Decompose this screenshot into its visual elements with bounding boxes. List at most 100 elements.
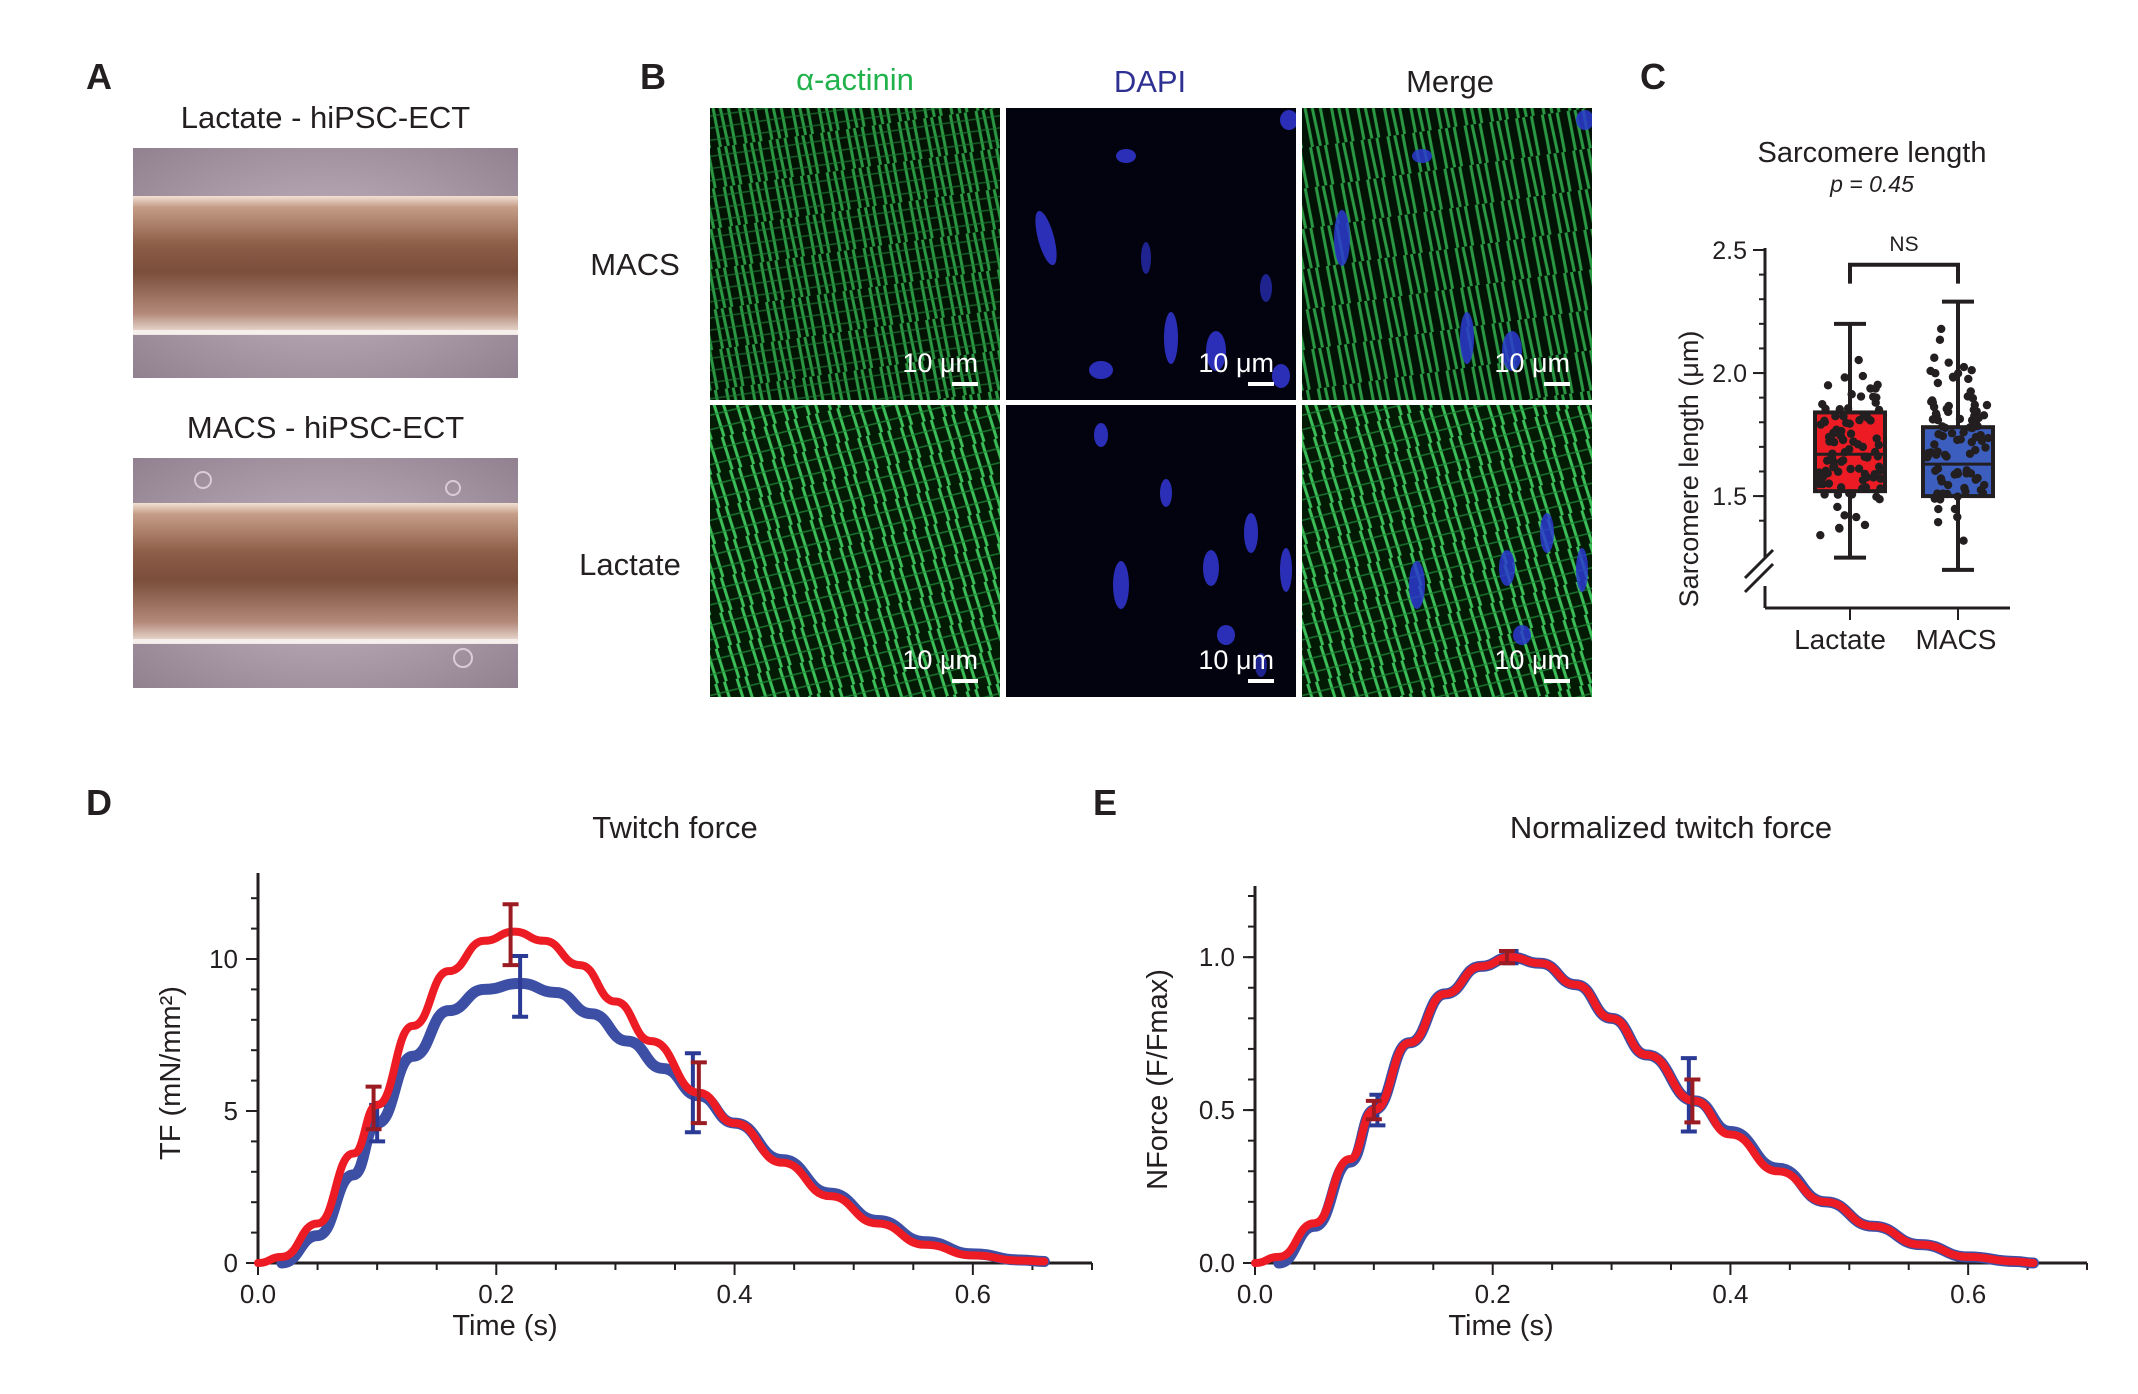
- data-point: [1936, 324, 1946, 334]
- scale-bar: 10 μm: [1198, 645, 1274, 683]
- x-tick-label: Lactate: [1794, 624, 1886, 655]
- data-point: [1835, 524, 1844, 533]
- chart-title: Twitch force: [592, 810, 757, 845]
- data-point: [1833, 490, 1843, 499]
- y-tick-label: 0.5: [1199, 1095, 1235, 1125]
- significance-label: NS: [1889, 233, 1918, 256]
- data-point: [1840, 373, 1849, 382]
- x-tick-label: 0.2: [1475, 1279, 1511, 1309]
- data-point: [1840, 447, 1850, 457]
- data-point: [1953, 492, 1962, 501]
- x-tick-label: 0.0: [1237, 1279, 1273, 1309]
- data-point: [1964, 374, 1973, 384]
- scale-bar: 10 μm: [1494, 645, 1570, 683]
- x-tick-label: 0.2: [478, 1279, 514, 1309]
- y-tick-label: 1.0: [1199, 942, 1235, 972]
- data-point: [1942, 404, 1951, 413]
- image-caption-lactate: Lactate - hiPSC-ECT: [180, 100, 471, 135]
- data-point: [1931, 466, 1940, 475]
- series-line-1: [1251, 953, 2038, 1267]
- data-point: [1854, 355, 1863, 365]
- data-point: [1982, 400, 1992, 410]
- data-point: [1978, 488, 1988, 498]
- data-point: [1967, 366, 1976, 375]
- data-point: [1930, 440, 1939, 449]
- data-point: [1833, 467, 1843, 476]
- data-point: [1861, 483, 1871, 492]
- data-point: [1959, 362, 1969, 372]
- data-point: [1930, 353, 1939, 362]
- data-point: [1971, 445, 1980, 455]
- x-tick-label: 0.4: [716, 1279, 752, 1309]
- data-point: [1823, 469, 1832, 478]
- data-point: [1856, 392, 1866, 401]
- column-header-dapi: DAPI: [1113, 64, 1187, 99]
- y-tick-label: 2.0: [1712, 360, 1747, 388]
- image-macs-merge: 10 μm: [1302, 108, 1592, 400]
- y-tick-label: 0.0: [1199, 1248, 1235, 1278]
- data-point: [1959, 536, 1968, 545]
- chart-title: Sarcomere length: [1758, 137, 1987, 169]
- data-point: [1981, 443, 1990, 452]
- panel-label-d: D: [86, 782, 112, 823]
- y-tick-label: 1.5: [1712, 483, 1747, 511]
- axis-break-mark: [1743, 562, 1775, 594]
- significance-bracket: [1848, 262, 1960, 284]
- column-header-merge: Merge: [1406, 64, 1494, 99]
- scale-bar: 10 μm: [902, 348, 978, 386]
- data-point: [1828, 449, 1837, 458]
- data-point: [1950, 504, 1960, 514]
- data-point: [1953, 467, 1962, 477]
- axis-break-mark: [1743, 548, 1775, 580]
- panel-label-e: E: [1093, 782, 1118, 823]
- y-axis-label: NForce (F/Fmax): [1145, 969, 1174, 1190]
- data-point: [1846, 464, 1855, 474]
- data-point: [1847, 390, 1856, 399]
- data-point: [1923, 451, 1933, 460]
- data-point: [1874, 440, 1884, 450]
- data-point: [1835, 404, 1845, 414]
- brightfield-image-lactate: [133, 148, 518, 378]
- data-point: [1953, 512, 1962, 522]
- chart-normalized-twitch-force: Normalized twitch force 0.0 0.2 0.4 0.6 0.0 0.…: [1145, 810, 2088, 1342]
- series-line-1: [254, 927, 1049, 1267]
- data-point: [1977, 436, 1986, 445]
- data-point: [1876, 484, 1885, 493]
- data-point: [1820, 417, 1829, 427]
- data-point: [1831, 412, 1840, 421]
- data-point: [1836, 431, 1846, 441]
- data-point: [1823, 381, 1833, 390]
- data-point: [1935, 335, 1945, 345]
- x-axis-label: Time (s): [452, 1310, 557, 1342]
- data-point: [1931, 369, 1940, 378]
- data-point: [1854, 464, 1864, 473]
- data-point: [1979, 480, 1989, 490]
- x-axis-label: Time (s): [1448, 1310, 1553, 1342]
- data-point: [1838, 456, 1848, 465]
- row-label-macs: MACS: [590, 247, 680, 282]
- image-caption-macs: MACS - hiPSC-ECT: [186, 410, 465, 445]
- data-point: [1824, 432, 1834, 442]
- data-point: [1833, 502, 1842, 512]
- y-tick-label: 0: [224, 1248, 238, 1278]
- data-point: [1961, 487, 1970, 496]
- data-point: [1818, 399, 1827, 409]
- data-point: [1956, 435, 1965, 444]
- data-point: [1858, 442, 1868, 452]
- data-point: [1973, 473, 1982, 483]
- chart-twitch-force: Twitch force 0.0 0.2 0.4 0.6 0 5 10 Time (s) TF (…: [155, 810, 1093, 1342]
- data-point: [1934, 429, 1943, 439]
- data-point: [1842, 418, 1851, 428]
- y-axis-label: Sarcomere length (μm): [1674, 331, 1704, 608]
- data-point: [1934, 504, 1943, 514]
- scale-bar: 10 μm: [1198, 348, 1274, 386]
- x-tick-label: 0.0: [240, 1279, 276, 1309]
- x-tick-label: 0.4: [1712, 1279, 1748, 1309]
- data-point: [1818, 479, 1828, 489]
- data-point: [1937, 477, 1946, 486]
- image-lactate-actinin: 10 μm: [710, 405, 1000, 697]
- chart-subtitle: p = 0.45: [1829, 171, 1914, 197]
- data-point: [1860, 452, 1869, 461]
- data-point: [1874, 405, 1884, 415]
